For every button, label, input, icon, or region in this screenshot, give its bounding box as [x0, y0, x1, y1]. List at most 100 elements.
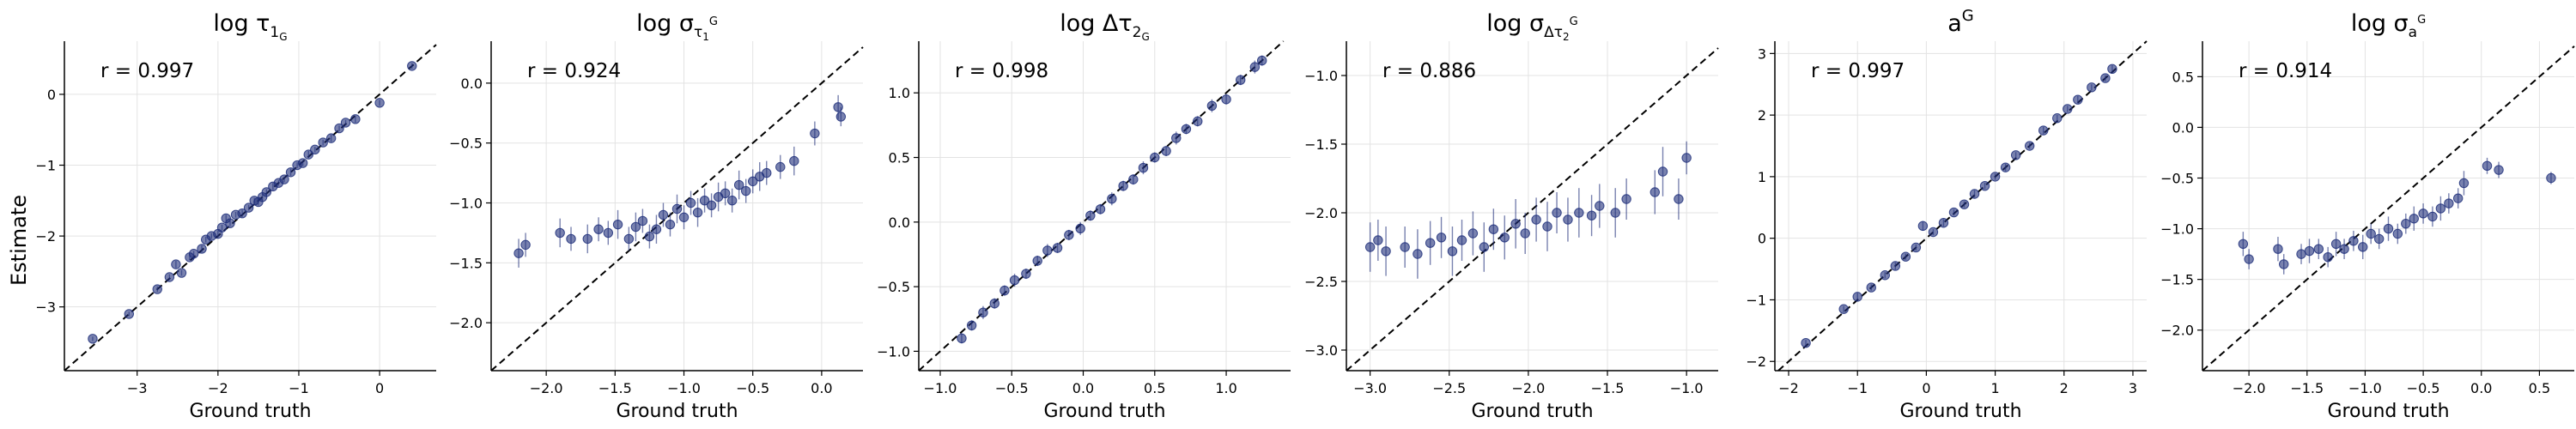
- data-point: [1520, 228, 1530, 239]
- data-point: [1542, 221, 1552, 232]
- data-point: [2546, 172, 2556, 184]
- x-tick-label: 3: [2129, 380, 2137, 396]
- identity-line: [1346, 47, 1719, 372]
- data-point: [978, 307, 988, 317]
- y-tick-label: −3.0: [1304, 342, 1338, 359]
- data-point: [2444, 198, 2454, 208]
- data-point: [623, 233, 635, 245]
- x-tick-label: 2: [2060, 380, 2069, 396]
- x-tick-label: −1: [289, 380, 309, 396]
- x-axis-label: Ground truth: [1471, 401, 1593, 422]
- data-point: [1150, 152, 1160, 163]
- data-point: [2304, 245, 2315, 257]
- y-tick-label: −1.5: [2160, 272, 2194, 288]
- data-point: [671, 203, 683, 214]
- data-point: [1171, 133, 1182, 143]
- data-point: [1221, 94, 1231, 105]
- y-tick-label: −0.5: [2160, 171, 2194, 187]
- data-point: [171, 259, 181, 269]
- data-point: [1510, 219, 1521, 229]
- correlation-annotation: r = 0.997: [1811, 60, 1905, 82]
- data-point: [237, 208, 247, 219]
- data-point: [1479, 242, 1490, 252]
- y-tick-label: 2: [1758, 107, 1766, 124]
- x-tick-label: −2: [1778, 380, 1799, 396]
- data-point: [2038, 125, 2049, 136]
- data-point: [216, 222, 228, 233]
- data-point: [1801, 338, 1811, 348]
- x-tick-label: −1.5: [598, 380, 632, 396]
- data-point: [1938, 218, 1949, 228]
- data-point: [2435, 203, 2446, 214]
- data-point: [582, 233, 592, 245]
- data-point: [2494, 165, 2504, 175]
- data-point: [225, 218, 235, 228]
- x-tick-label: 0: [1922, 380, 1930, 396]
- data-point: [1586, 210, 1597, 221]
- data-point: [1413, 249, 1423, 259]
- data-point: [1447, 246, 1458, 257]
- data-point: [1085, 210, 1096, 221]
- correlation-annotation: r = 0.914: [2239, 60, 2332, 82]
- data-point: [2244, 254, 2254, 264]
- panel-title: log Δτ2G: [1060, 10, 1150, 43]
- data-point: [630, 221, 641, 233]
- data-point: [2392, 228, 2403, 239]
- data-point: [2323, 251, 2333, 263]
- data-point: [2383, 223, 2394, 234]
- data-point: [1009, 275, 1020, 286]
- x-tick-label: 1: [1990, 380, 1999, 396]
- data-point: [1236, 75, 1246, 85]
- data-point: [1657, 166, 1668, 177]
- data-point: [1574, 208, 1584, 218]
- data-point: [2000, 162, 2011, 172]
- panel-5: −2 −1 0 1 2 3 −2 −1 0 1 2 3 r = 0.997 Ground truth aG: [1746, 7, 2148, 422]
- x-tick-label: −0.5: [736, 380, 769, 396]
- identity-line: [2202, 45, 2575, 372]
- data-point: [2273, 244, 2283, 254]
- data-point: [678, 212, 690, 222]
- data-point: [1042, 245, 1053, 256]
- y-tick-label: 3: [1758, 45, 1766, 62]
- data-point: [789, 155, 799, 166]
- data-point: [2024, 141, 2035, 151]
- y-tick-label: −2: [35, 228, 56, 245]
- data-point: [2458, 178, 2470, 189]
- y-tick-label: −2.0: [1304, 205, 1338, 221]
- y-tick-label: −1.0: [877, 343, 910, 360]
- data-point: [1852, 292, 1862, 302]
- x-axis-label: Ground truth: [2327, 401, 2449, 422]
- data-point: [2313, 244, 2324, 254]
- data-point: [2238, 239, 2249, 250]
- y-tick-label: −1.5: [1304, 136, 1338, 153]
- data-point: [243, 202, 254, 213]
- y-tick-label: 0.0: [461, 76, 483, 92]
- data-point: [325, 133, 337, 143]
- data-point: [1107, 194, 1117, 204]
- data-point: [297, 158, 308, 168]
- data-point: [966, 320, 977, 330]
- panel-2: −2.0 −1.5 −1.0 −0.5 0.0 −2.0 −1.5 −1.0 −0.5 0.0 r …: [449, 10, 864, 422]
- data-point: [748, 176, 758, 187]
- figure-ylabel: Estimate: [7, 195, 31, 286]
- data-point: [2348, 236, 2359, 246]
- data-point: [1193, 116, 1203, 127]
- data-point: [612, 219, 623, 230]
- data-point: [279, 174, 289, 184]
- data-point: [1595, 201, 1605, 211]
- x-tick-label: 0: [375, 380, 384, 396]
- data-point: [1990, 172, 2001, 182]
- x-tick-label: −1.5: [1591, 380, 1625, 396]
- data-point: [2409, 214, 2419, 224]
- data-point: [685, 197, 696, 208]
- data-point: [762, 167, 772, 178]
- panel-3: −1.0 −0.5 0.0 0.5 1.0 −1.0 −0.5 0.0 0.5 1.0 r = 0.…: [877, 10, 1291, 422]
- x-axis-label: Ground truth: [1899, 401, 2021, 422]
- y-tick-label: −2.5: [1304, 274, 1338, 290]
- data-point: [2366, 228, 2376, 239]
- y-tick-label: −1: [35, 158, 56, 174]
- data-point: [2401, 218, 2411, 229]
- data-point: [2358, 242, 2368, 252]
- data-point: [644, 231, 655, 242]
- data-point: [1138, 162, 1149, 173]
